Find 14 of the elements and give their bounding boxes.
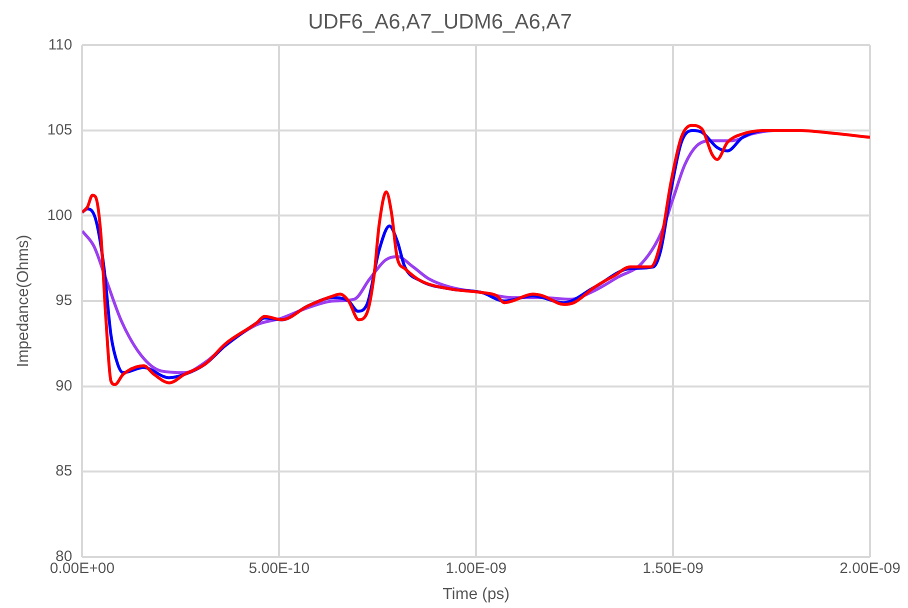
y-tick-label: 90: [56, 377, 72, 394]
x-tick-label: 0.00E+00: [50, 560, 115, 577]
y-tick-label: 85: [56, 462, 72, 480]
x-tick-label: 1.00E-09: [446, 560, 507, 577]
x-tick-label: 2.00E-09: [840, 560, 900, 577]
x-tick-label: 5.00E-10: [248, 560, 310, 577]
y-tick-label: 95: [56, 292, 72, 310]
x-tick-label: 1.50E-09: [642, 560, 704, 577]
x-axis-title: Time (ps): [442, 586, 510, 603]
y-tick-label: 110: [48, 36, 72, 54]
chart-title: UDF6_A6,A7_UDM6_A6,A7: [308, 10, 572, 34]
y-tick-label: 100: [47, 206, 72, 224]
y-axis-title: Impedance(Ohms): [15, 234, 32, 368]
y-tick-label: 105: [47, 122, 72, 139]
